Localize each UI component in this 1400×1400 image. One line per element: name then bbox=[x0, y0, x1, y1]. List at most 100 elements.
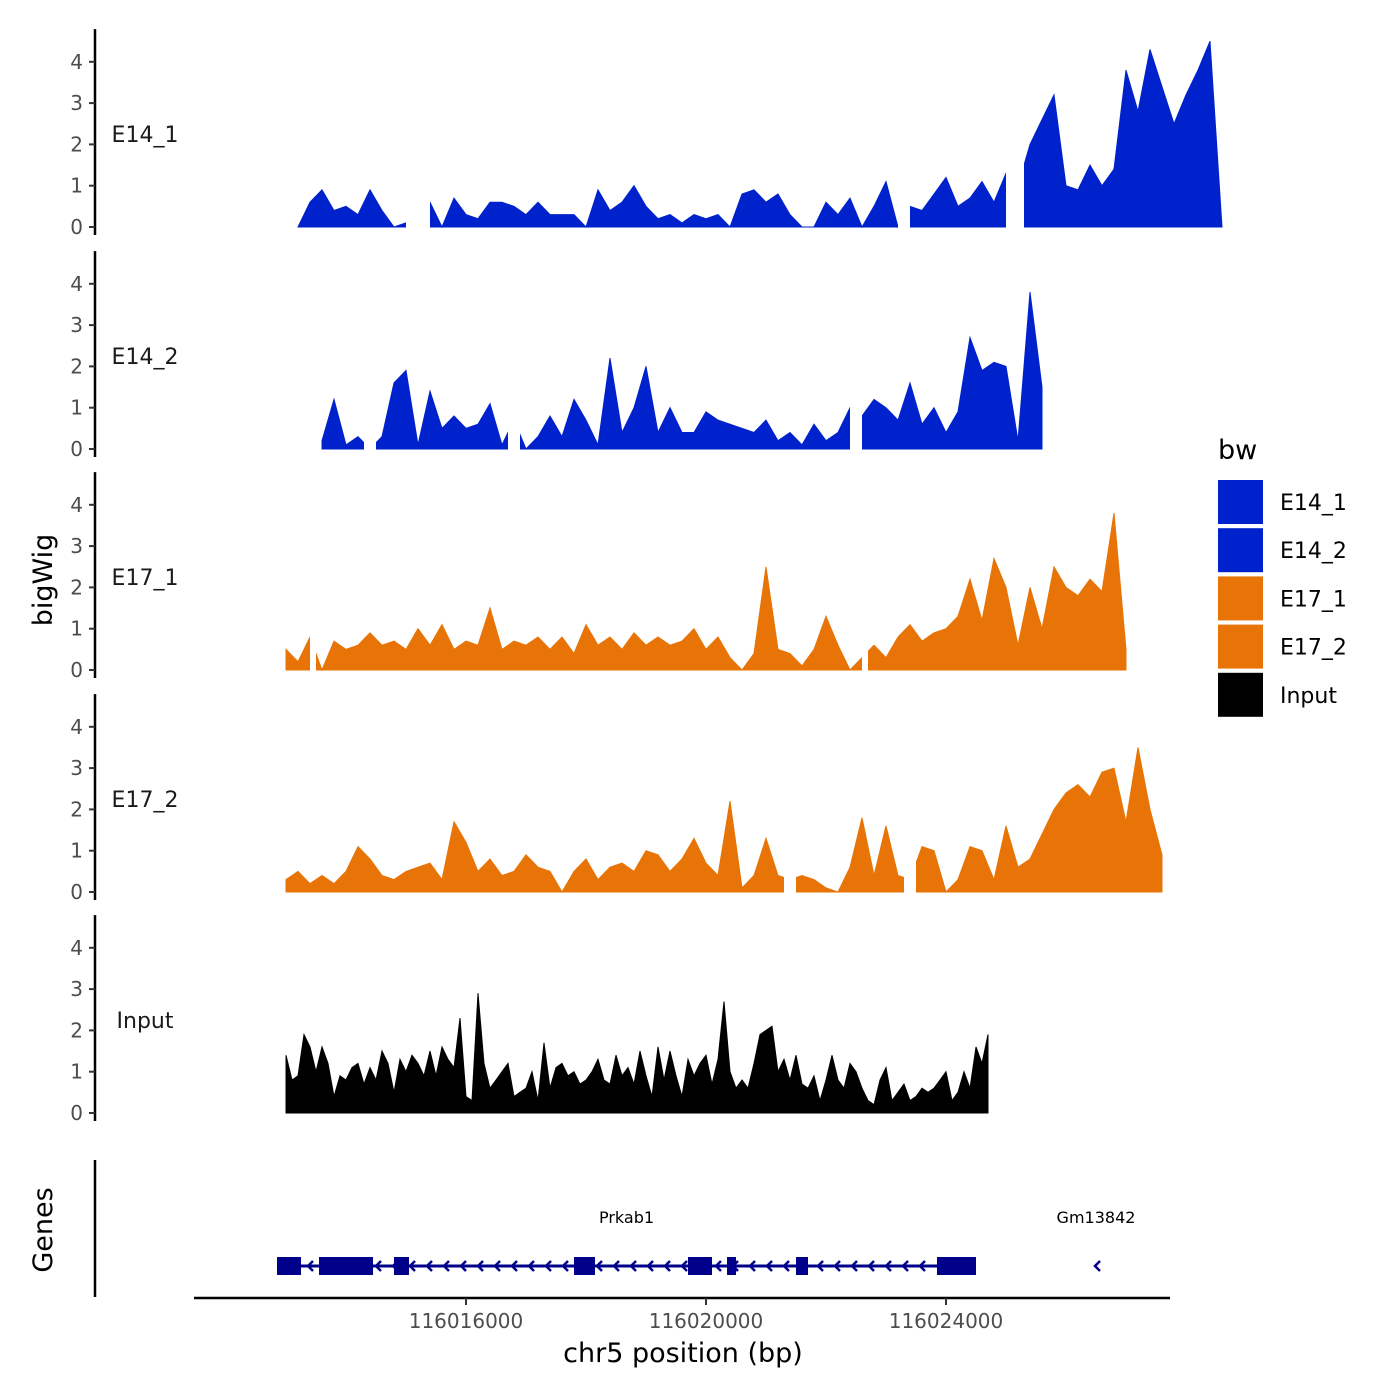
strand-arrow bbox=[527, 1260, 535, 1272]
track-label-E17_2: E17_2 bbox=[112, 788, 179, 813]
exon bbox=[319, 1257, 373, 1275]
strand-arrow bbox=[510, 1260, 518, 1272]
legend-key-E14_2 bbox=[1218, 528, 1263, 573]
strand-arrow bbox=[561, 1260, 569, 1272]
coverage-gap bbox=[508, 258, 520, 450]
strand-arrow bbox=[748, 1260, 756, 1272]
exon bbox=[277, 1257, 301, 1275]
strand-arrow bbox=[884, 1260, 892, 1272]
y-tick-label: 3 bbox=[70, 313, 83, 337]
track-E14_2: 0 1 2 3 4 E14_2 bbox=[70, 251, 1043, 461]
y-tick-label: 3 bbox=[70, 91, 83, 115]
y-tick-label: 0 bbox=[70, 215, 83, 239]
legend-label-E14_2: E14_2 bbox=[1280, 539, 1347, 564]
strand-arrow bbox=[816, 1260, 824, 1272]
strand-arrow bbox=[374, 1260, 382, 1272]
y-tick-label: 2 bbox=[70, 797, 83, 821]
coverage-tracks: 0 1 2 3 4 E14_1 0 1 2 3 4 E14_2 0 1 2 3 4 E17_1 0 1 2 3 4 E17_2… bbox=[70, 29, 1223, 1125]
strand-arrow bbox=[646, 1260, 654, 1272]
strand-arrow bbox=[918, 1260, 926, 1272]
legend-key-Input bbox=[1218, 672, 1263, 717]
x-tick-label: 116020000 bbox=[649, 1309, 764, 1333]
y-tick-label: 4 bbox=[70, 493, 83, 517]
strand-arrow bbox=[544, 1260, 552, 1272]
legend-label-E14_1: E14_1 bbox=[1280, 491, 1347, 516]
legend-key-E17_1 bbox=[1218, 576, 1263, 621]
strand-arrow bbox=[850, 1260, 858, 1272]
y-tick-label: 0 bbox=[70, 1101, 83, 1125]
track-Input: 0 1 2 3 4 Input bbox=[70, 915, 989, 1125]
y-tick-label: 2 bbox=[70, 575, 83, 599]
y-tick-label: 0 bbox=[70, 880, 83, 904]
y-tick-label: 1 bbox=[70, 174, 83, 198]
y-tick-label: 3 bbox=[70, 977, 83, 1001]
coverage-gap bbox=[862, 479, 868, 671]
coverage-area-E17_2 bbox=[285, 747, 1163, 893]
legend: bw E14_1 E14_2 E17_1 E17_2 Input bbox=[1218, 435, 1347, 717]
coverage-gap bbox=[784, 701, 796, 893]
gene-axis-title: Genes bbox=[28, 1187, 59, 1272]
gene-panel: Prkab1 Gm13842 bbox=[93, 1160, 1136, 1297]
track-label-E14_1: E14_1 bbox=[112, 123, 179, 148]
legend-label-Input: Input bbox=[1280, 684, 1337, 709]
legend-key-E14_1 bbox=[1218, 480, 1263, 524]
exon bbox=[937, 1257, 976, 1275]
coverage-area-E14_1 bbox=[297, 41, 1223, 229]
strand-arrow bbox=[476, 1260, 484, 1272]
coverage-gap bbox=[898, 36, 910, 229]
y-tick-label: 4 bbox=[70, 272, 83, 296]
strand-arrow bbox=[663, 1260, 671, 1272]
strand-arrow bbox=[493, 1260, 501, 1272]
gene-label: Gm13842 bbox=[1057, 1208, 1136, 1227]
exon bbox=[394, 1257, 409, 1275]
strand-arrow bbox=[1093, 1260, 1101, 1272]
gene-Gm13842: Gm13842 bbox=[1057, 1208, 1136, 1272]
strand-arrow bbox=[425, 1260, 433, 1272]
legend-title: bw bbox=[1218, 435, 1257, 466]
coverage-area-E17_1 bbox=[285, 513, 1127, 672]
y-tick-label: 0 bbox=[70, 658, 83, 682]
strand-arrow bbox=[408, 1260, 416, 1272]
coverage-gap bbox=[406, 36, 430, 229]
y-tick-label: 2 bbox=[70, 354, 83, 378]
strand-arrow bbox=[833, 1260, 841, 1272]
legend-label-E17_2: E17_2 bbox=[1280, 636, 1347, 661]
x-tick-label: 116024000 bbox=[889, 1309, 1004, 1333]
y-tick-label: 2 bbox=[70, 132, 83, 156]
y-axis-title: bigWig bbox=[28, 534, 59, 627]
y-tick-label: 4 bbox=[70, 936, 83, 960]
gene-Prkab1: Prkab1 bbox=[277, 1208, 976, 1275]
strand-arrow bbox=[459, 1260, 467, 1272]
x-axis: 116016000 116020000 116024000 bbox=[194, 1296, 1170, 1333]
strand-arrow bbox=[867, 1260, 875, 1272]
legend-label-E17_1: E17_1 bbox=[1280, 587, 1347, 612]
strand-arrow bbox=[442, 1260, 450, 1272]
y-tick-label: 1 bbox=[70, 617, 83, 641]
x-tick-label: 116016000 bbox=[409, 1309, 524, 1333]
coverage-gap bbox=[364, 258, 376, 450]
exon bbox=[688, 1257, 712, 1275]
track-label-Input: Input bbox=[117, 1009, 174, 1034]
strand-arrow bbox=[782, 1260, 790, 1272]
y-tick-label: 1 bbox=[70, 1060, 83, 1084]
y-tick-label: 2 bbox=[70, 1018, 83, 1042]
coverage-gap bbox=[310, 479, 316, 671]
coverage-gap bbox=[904, 701, 916, 893]
strand-arrow bbox=[629, 1260, 637, 1272]
exon bbox=[727, 1257, 736, 1275]
strand-arrow bbox=[306, 1260, 314, 1272]
exon bbox=[796, 1257, 808, 1275]
coverage-gap bbox=[1006, 36, 1024, 229]
strand-arrow bbox=[765, 1260, 773, 1272]
coverage-gap bbox=[850, 258, 862, 450]
strand-arrow bbox=[680, 1260, 688, 1272]
strand-arrow bbox=[612, 1260, 620, 1272]
y-tick-label: 1 bbox=[70, 839, 83, 863]
strand-arrow bbox=[714, 1260, 722, 1272]
y-tick-label: 3 bbox=[70, 756, 83, 780]
y-tick-label: 1 bbox=[70, 396, 83, 420]
y-tick-label: 4 bbox=[70, 50, 83, 74]
coverage-area-Input bbox=[285, 993, 989, 1114]
strand-arrow bbox=[901, 1260, 909, 1272]
